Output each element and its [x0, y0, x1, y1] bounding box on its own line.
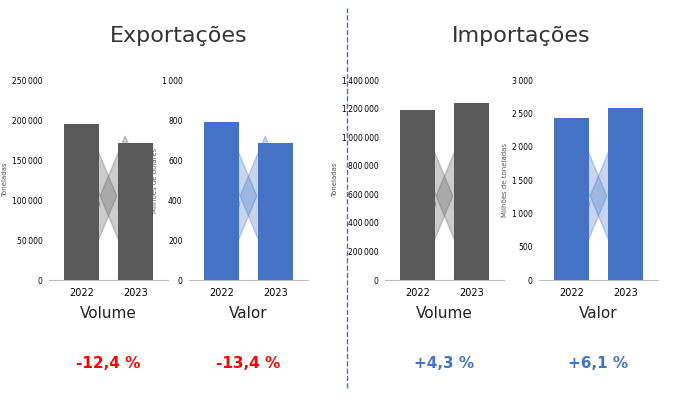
Bar	[118, 143, 153, 280]
Text: -13,4 %: -13,4 %	[216, 356, 281, 372]
Polygon shape	[240, 136, 290, 256]
Text: Importações: Importações	[452, 26, 591, 46]
Y-axis label: Toneladas: Toneladas	[332, 163, 337, 197]
Text: Valor: Valor	[229, 306, 268, 322]
Text: 3: 3	[116, 188, 135, 216]
Bar	[454, 103, 489, 280]
Polygon shape	[436, 136, 486, 256]
Bar	[554, 118, 589, 280]
Text: 3: 3	[222, 188, 242, 216]
Bar	[400, 110, 435, 280]
Bar	[64, 124, 99, 280]
Text: 3: 3	[452, 188, 471, 216]
Text: +4,3 %: +4,3 %	[414, 356, 475, 372]
Text: Volume: Volume	[416, 306, 473, 322]
Y-axis label: Milhões de toneladas: Milhões de toneladas	[502, 143, 508, 217]
Polygon shape	[100, 136, 150, 256]
Bar	[608, 108, 643, 280]
Polygon shape	[67, 136, 117, 256]
Polygon shape	[403, 136, 453, 256]
Y-axis label: Toneladas: Toneladas	[2, 163, 8, 197]
Text: 3: 3	[606, 188, 625, 216]
Text: +6,1 %: +6,1 %	[568, 356, 629, 372]
Text: Valor: Valor	[579, 306, 618, 322]
Text: Exportações: Exportações	[110, 26, 247, 46]
Text: Volume: Volume	[80, 306, 137, 322]
Polygon shape	[590, 136, 640, 256]
Bar	[258, 143, 293, 280]
Polygon shape	[557, 136, 607, 256]
Y-axis label: Milhões de dólares: Milhões de dólares	[152, 147, 158, 213]
Bar	[204, 122, 239, 280]
Text: -12,4 %: -12,4 %	[76, 356, 141, 372]
Text: 3: 3	[418, 188, 438, 216]
Text: 3: 3	[82, 188, 102, 216]
Text: 3: 3	[572, 188, 592, 216]
Polygon shape	[207, 136, 257, 256]
Text: 3: 3	[256, 188, 275, 216]
